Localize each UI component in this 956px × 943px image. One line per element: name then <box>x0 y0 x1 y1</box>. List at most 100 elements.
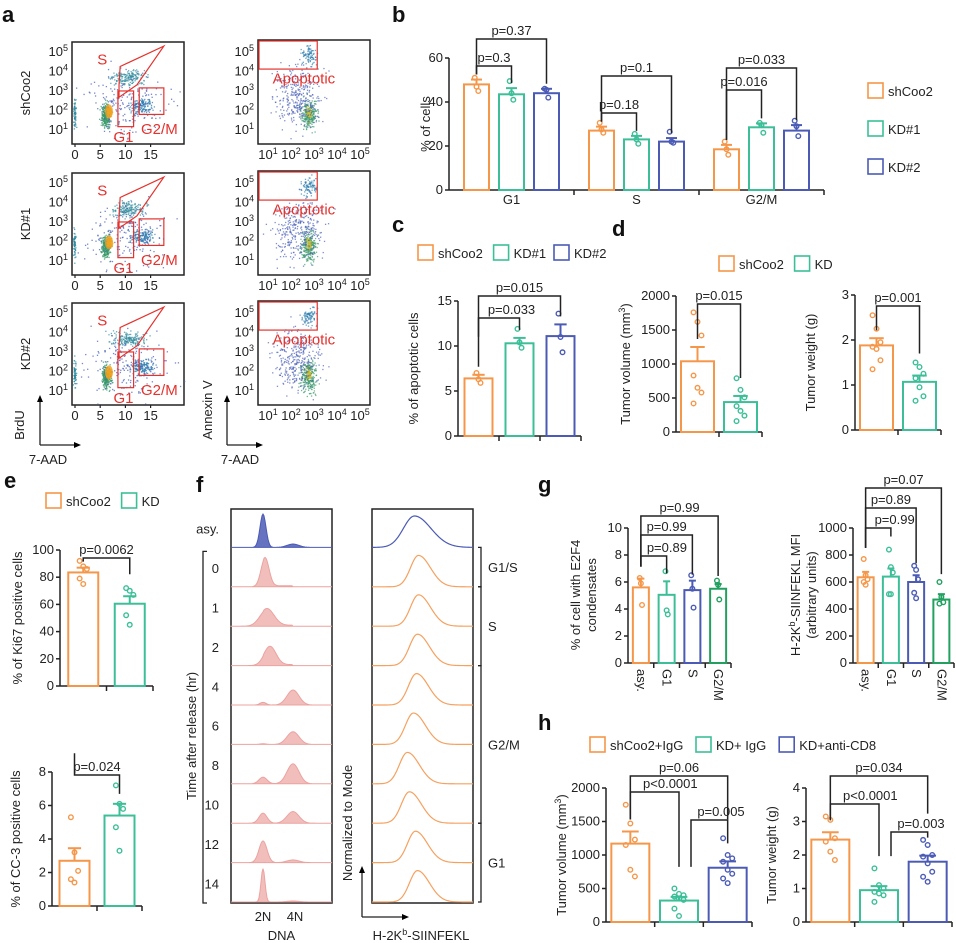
event <box>279 103 281 105</box>
event <box>288 339 290 341</box>
event <box>140 368 143 370</box>
event <box>305 252 307 254</box>
event <box>125 120 127 122</box>
event <box>306 107 309 110</box>
event <box>103 258 106 260</box>
event <box>136 106 138 108</box>
event <box>176 218 178 220</box>
event <box>104 383 106 385</box>
event <box>130 110 132 112</box>
event <box>149 232 152 234</box>
event <box>296 84 299 87</box>
event <box>293 116 295 119</box>
event <box>135 112 137 115</box>
event <box>98 387 100 390</box>
event <box>156 260 159 262</box>
event <box>276 366 278 369</box>
event <box>282 98 284 100</box>
event <box>296 110 298 112</box>
event <box>150 368 152 371</box>
event <box>129 236 132 238</box>
event <box>135 365 137 367</box>
event <box>141 105 143 107</box>
event <box>308 380 310 383</box>
event <box>313 364 315 366</box>
event <box>286 208 288 211</box>
event <box>303 125 306 127</box>
event <box>110 120 112 122</box>
event <box>297 225 299 228</box>
event <box>134 210 136 213</box>
event <box>120 268 122 271</box>
event <box>74 102 76 104</box>
event <box>308 374 311 376</box>
event <box>127 334 129 336</box>
event <box>315 103 317 105</box>
event <box>137 110 139 112</box>
event <box>146 105 149 107</box>
event <box>304 231 306 233</box>
event <box>292 349 294 351</box>
event <box>106 389 108 391</box>
event <box>301 212 303 214</box>
event <box>124 205 127 208</box>
event <box>101 122 103 124</box>
event <box>74 99 76 102</box>
event <box>99 237 101 239</box>
event <box>145 213 147 215</box>
event <box>150 230 152 232</box>
event <box>301 379 303 382</box>
event <box>284 120 286 122</box>
event <box>307 126 309 128</box>
event <box>307 358 310 361</box>
event <box>308 190 310 193</box>
event <box>136 224 138 226</box>
event <box>100 250 102 253</box>
event <box>129 340 131 343</box>
event <box>303 112 305 114</box>
event <box>300 118 302 120</box>
event <box>302 357 304 359</box>
event <box>130 97 133 99</box>
event <box>281 85 283 87</box>
event <box>184 380 186 383</box>
event <box>297 88 299 90</box>
event <box>115 362 118 364</box>
event <box>102 367 104 370</box>
event <box>123 355 126 357</box>
event <box>298 103 301 106</box>
event <box>308 253 310 256</box>
event <box>305 369 307 371</box>
event <box>305 320 308 322</box>
event <box>74 387 76 389</box>
event <box>310 246 313 248</box>
event <box>105 123 107 126</box>
event <box>147 74 149 76</box>
event <box>310 242 312 244</box>
event <box>122 115 124 117</box>
event <box>301 120 303 122</box>
event <box>300 193 303 195</box>
event <box>155 88 158 90</box>
event <box>311 230 314 232</box>
event <box>105 119 107 122</box>
event <box>96 340 99 342</box>
event <box>312 185 314 188</box>
event <box>297 231 299 234</box>
event <box>116 214 118 216</box>
event <box>309 111 311 113</box>
event <box>314 108 316 111</box>
event <box>113 104 115 106</box>
event <box>130 235 132 237</box>
event <box>149 240 151 243</box>
event <box>309 114 311 116</box>
event <box>269 357 271 359</box>
event <box>153 241 155 243</box>
event <box>299 336 302 338</box>
x-tick-label: 0 <box>71 278 78 293</box>
event <box>300 108 303 110</box>
event <box>104 369 106 372</box>
event <box>130 222 132 225</box>
event <box>85 353 87 356</box>
event <box>299 106 301 108</box>
